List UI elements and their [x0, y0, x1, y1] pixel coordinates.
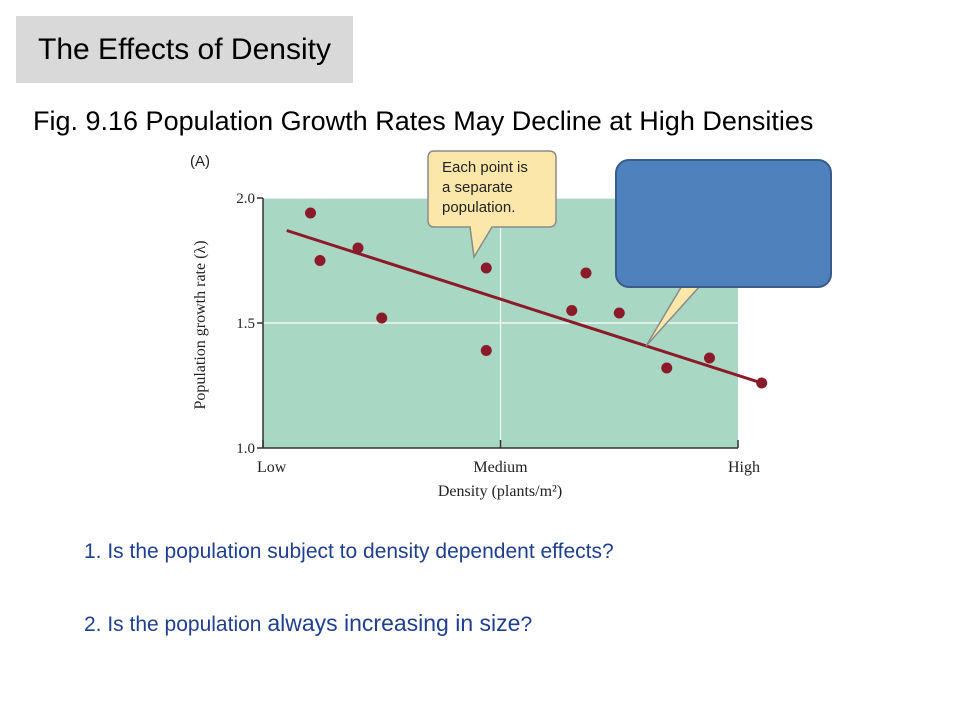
callout-line-1: Each point is	[442, 159, 528, 176]
x-axis-label: Density (plants/m²)	[438, 483, 562, 500]
data-point	[756, 377, 768, 389]
data-point	[352, 242, 364, 254]
y-tick-label: 1.5	[236, 316, 255, 332]
x-tick-label: Medium	[473, 459, 528, 476]
y-tick-label: 2.0	[236, 191, 255, 207]
question-2-end: ?	[520, 613, 533, 636]
data-point	[480, 345, 492, 356]
y-tick-label: 1.0	[236, 441, 255, 457]
data-point	[704, 352, 715, 364]
question-2: 2. Is the population always increasing i…	[84, 610, 532, 637]
axes	[257, 197, 739, 449]
panel-label: (A)	[190, 153, 210, 170]
slide-title: The Effects of Density	[16, 16, 353, 83]
question-1: 1. Is the population subject to density …	[84, 540, 614, 563]
question-2-start: 2. Is the population	[84, 613, 268, 636]
cover-box	[615, 159, 832, 288]
y-axis-label: Population growth rate (λ)	[192, 240, 209, 409]
data-point	[480, 262, 492, 274]
figure-caption: Fig. 9.16 Population Growth Rates May De…	[33, 106, 814, 136]
y-tick-labels: 1.0 1.5 2.0	[236, 191, 255, 457]
data-points	[305, 207, 768, 389]
callout-line-2: a separate	[442, 179, 513, 196]
data-point	[613, 307, 625, 319]
callout-bubble: Each point is a separate population.	[427, 150, 557, 260]
data-point	[661, 362, 673, 374]
question-2-emphasis: always increasing in size	[267, 610, 521, 636]
data-point	[566, 305, 578, 316]
x-tick-labels: Low Medium High	[257, 459, 760, 476]
callout-line-3: population.	[442, 199, 515, 216]
data-point	[580, 267, 592, 279]
data-point	[305, 207, 316, 219]
trend-line	[286, 229, 763, 385]
data-point	[314, 255, 326, 266]
x-tick-label: High	[728, 459, 760, 476]
data-point	[376, 312, 388, 324]
x-tick-label: Low	[257, 459, 287, 476]
